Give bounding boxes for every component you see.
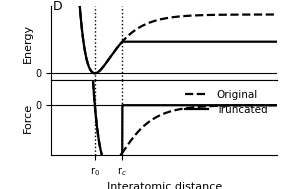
Y-axis label: Energy: Energy	[23, 23, 33, 63]
Original	[276, 13, 279, 16]
Line: Truncated: Truncated	[51, 0, 277, 166]
Truncated	[271, 104, 275, 106]
Truncated	[276, 104, 279, 106]
Truncated	[136, 41, 140, 43]
Original	[136, 130, 140, 133]
Line: Truncated: Truncated	[51, 0, 277, 73]
Y-axis label: Force: Force	[23, 103, 33, 133]
Truncated	[247, 104, 251, 106]
Truncated	[271, 41, 275, 43]
Line: Original: Original	[51, 0, 277, 73]
Original	[271, 13, 275, 16]
Truncated	[276, 41, 279, 43]
Truncated	[146, 41, 150, 43]
Original	[89, 69, 92, 71]
Truncated	[108, 165, 111, 167]
Original	[146, 121, 150, 124]
X-axis label: Interatomic distance: Interatomic distance	[107, 182, 222, 189]
Original	[89, 37, 92, 40]
Truncated	[247, 41, 251, 43]
Text: D: D	[52, 0, 62, 13]
Original	[146, 22, 150, 24]
Original	[247, 104, 251, 106]
Line: Original: Original	[51, 0, 277, 166]
Original	[108, 165, 111, 167]
Original	[93, 72, 97, 74]
Legend: Original, Truncated: Original, Truncated	[181, 86, 272, 119]
Truncated	[89, 69, 92, 71]
Original	[136, 27, 140, 29]
Original	[247, 13, 251, 16]
Truncated	[146, 104, 150, 106]
Truncated	[93, 72, 97, 74]
Original	[276, 104, 279, 106]
Truncated	[89, 37, 92, 40]
Original	[271, 104, 275, 106]
Truncated	[136, 104, 140, 106]
